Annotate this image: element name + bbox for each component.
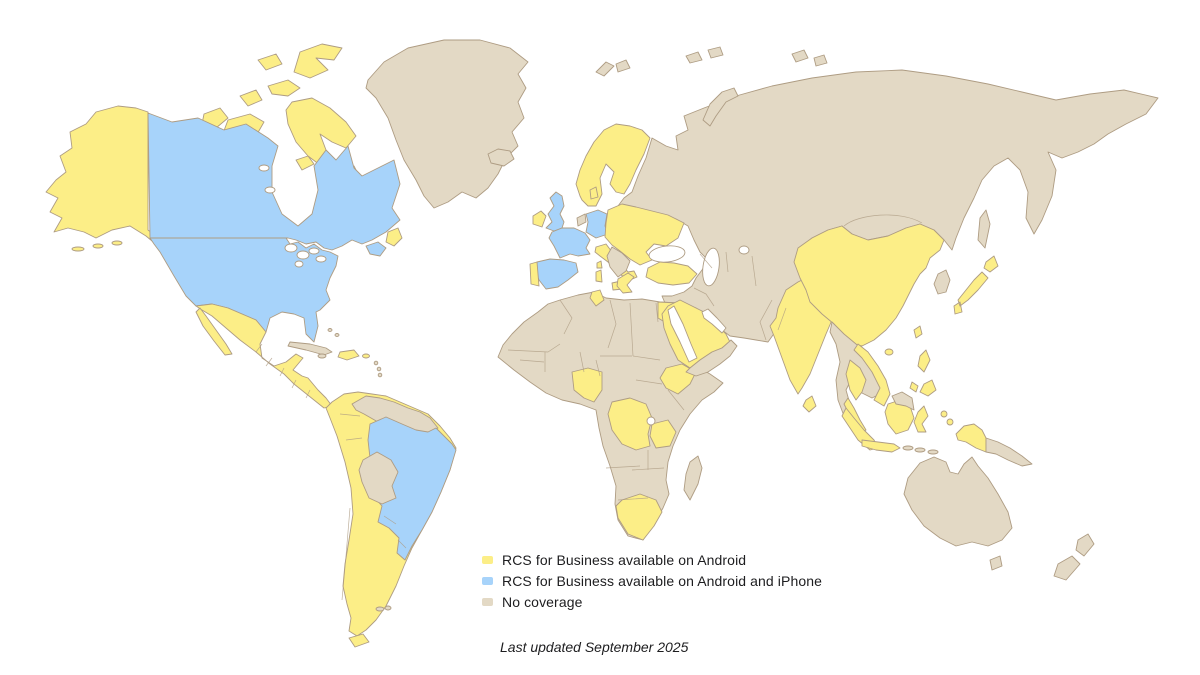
region-new-guinea-west xyxy=(955,423,987,453)
region-madagascar xyxy=(683,455,703,501)
region-aleutian-islands xyxy=(71,246,85,252)
region-java xyxy=(861,439,901,453)
region-turkey xyxy=(645,261,698,286)
region-bolivia xyxy=(358,451,399,505)
region-canada xyxy=(147,112,401,251)
android-iphone-swatch-icon xyxy=(482,577,493,585)
great-lakes xyxy=(284,243,298,253)
region-borneo-north xyxy=(891,391,915,411)
region-newfoundland xyxy=(385,227,403,247)
red-sea xyxy=(667,305,698,363)
region-maritimes xyxy=(365,241,387,257)
great-lakes xyxy=(296,250,310,260)
region-lesser-sunda-islands xyxy=(914,447,926,453)
region-russian-arctic-islands xyxy=(685,46,828,127)
region-puerto-rico xyxy=(362,353,370,359)
region-nigeria xyxy=(571,367,603,403)
region-tanzania xyxy=(649,419,677,449)
region-cuba xyxy=(287,341,333,356)
region-aleutian-islands xyxy=(111,240,123,246)
region-denmark xyxy=(589,186,599,200)
region-lesser-sunda-islands xyxy=(902,445,914,451)
great-lakes xyxy=(294,260,304,268)
region-hainan xyxy=(884,348,894,356)
region-dr-congo xyxy=(607,397,653,451)
region-greece xyxy=(616,272,635,294)
region-tasmania xyxy=(989,555,1003,571)
region-sulawesi xyxy=(913,405,929,433)
region-bahamas xyxy=(334,333,340,337)
region-philippines xyxy=(909,349,937,397)
region-ireland xyxy=(532,210,547,228)
region-spain xyxy=(534,258,579,290)
great-bear-lake xyxy=(258,164,270,172)
region-iceland xyxy=(487,148,515,167)
region-china xyxy=(793,223,945,347)
great-lakes xyxy=(308,247,320,255)
region-falkland-islands xyxy=(375,606,385,612)
legend-label: No coverage xyxy=(502,594,583,610)
region-australia xyxy=(903,456,1013,547)
region-bahamas xyxy=(327,328,333,332)
region-vietnam xyxy=(853,343,891,407)
region-central-eastern-europe xyxy=(604,203,685,266)
region-germany xyxy=(585,209,609,239)
great-slave-lake xyxy=(264,186,276,194)
legend-label: RCS for Business available on Android an… xyxy=(502,573,822,589)
region-scandinavia xyxy=(575,123,651,207)
region-yemen-oman xyxy=(685,339,738,377)
region-hispaniola xyxy=(337,349,360,361)
region-mexico-central-america xyxy=(195,303,333,409)
android-swatch-icon xyxy=(482,556,493,564)
legend-item-no-coverage: No coverage xyxy=(482,594,822,610)
region-lesser-antilles xyxy=(376,366,382,372)
region-south-africa xyxy=(615,493,663,541)
region-lesser-antilles xyxy=(373,360,379,366)
region-jamaica xyxy=(317,353,327,359)
region-portugal xyxy=(529,261,540,287)
region-united-kingdom xyxy=(545,191,565,232)
region-lesser-sunda-islands xyxy=(927,449,939,455)
region-aleutian-islands xyxy=(92,243,104,249)
country-borders xyxy=(255,214,923,601)
region-new-zealand xyxy=(1053,533,1095,581)
region-france xyxy=(548,227,591,259)
last-updated-caption: Last updated September 2025 xyxy=(500,639,689,655)
legend-item-android-iphone: RCS for Business available on Android an… xyxy=(482,573,822,589)
region-papua-new-guinea xyxy=(985,437,1033,467)
great-lakes xyxy=(315,255,327,263)
region-japan xyxy=(953,255,999,315)
legend-label: RCS for Business available on Android xyxy=(502,552,747,568)
region-thailand xyxy=(845,359,867,401)
region-balkans xyxy=(606,246,631,278)
region-falkland-islands xyxy=(384,605,392,611)
black-sea xyxy=(648,245,686,263)
no-coverage-swatch-icon xyxy=(482,598,493,606)
region-lesser-antilles xyxy=(377,372,383,378)
legend-item-android: RCS for Business available on Android xyxy=(482,552,822,568)
region-sri-lanka xyxy=(802,395,817,413)
lake-victoria xyxy=(646,416,656,426)
region-tierra-del-fuego xyxy=(348,633,370,648)
region-south-korea xyxy=(933,269,951,295)
region-moluccas xyxy=(940,410,948,418)
region-benelux xyxy=(576,213,587,227)
region-sakhalin xyxy=(977,209,991,249)
aral-sea xyxy=(738,245,750,255)
region-svalbard xyxy=(595,59,631,77)
region-tunisia xyxy=(589,289,605,307)
region-moluccas xyxy=(946,418,954,426)
map-legend: RCS for Business available on Android RC… xyxy=(482,552,822,616)
persian-gulf xyxy=(701,308,727,334)
region-taiwan xyxy=(913,325,923,339)
